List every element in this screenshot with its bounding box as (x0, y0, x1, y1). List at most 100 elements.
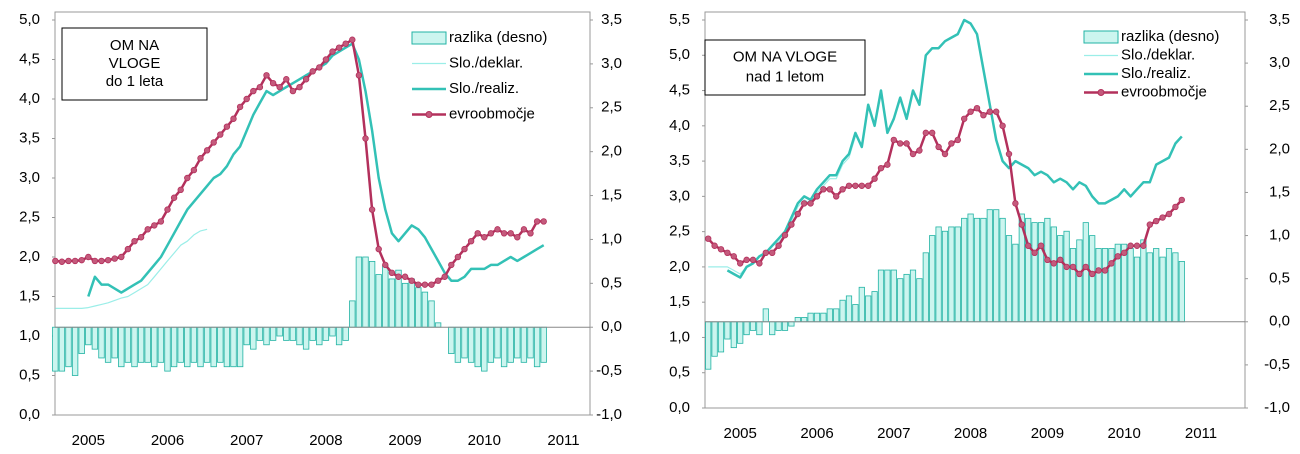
bar (481, 326, 488, 372)
bar (890, 269, 897, 323)
bar (302, 326, 310, 350)
bar (801, 317, 808, 323)
bar (474, 326, 481, 368)
bar (137, 326, 145, 363)
marker (236, 103, 244, 111)
bar (845, 295, 853, 323)
bar (355, 256, 363, 328)
marker (1108, 260, 1115, 267)
marker (401, 273, 409, 280)
bar (781, 321, 789, 331)
y-tick-label: 5,5 (669, 11, 690, 28)
marker (170, 194, 178, 201)
y2-tick-label: -0,5 (596, 362, 622, 379)
marker (395, 273, 402, 280)
marker (85, 253, 92, 261)
bar (833, 308, 840, 323)
marker (276, 83, 283, 91)
marker (203, 147, 211, 154)
bar (296, 326, 303, 346)
bar (1063, 230, 1070, 323)
marker (461, 245, 468, 253)
marker (137, 234, 145, 241)
title-box (61, 27, 208, 101)
marker (144, 226, 151, 233)
bar (769, 321, 776, 336)
marker (941, 150, 949, 158)
marker (441, 273, 448, 280)
marker (1095, 267, 1102, 274)
marker (269, 79, 277, 87)
x-tick-label: 2005 (724, 425, 757, 442)
marker (309, 68, 316, 75)
bar (743, 321, 750, 336)
y-tick-label: 2,5 (19, 208, 40, 225)
marker (1165, 210, 1173, 218)
marker (1159, 214, 1166, 221)
bar (65, 326, 72, 368)
marker (775, 242, 782, 249)
y-tick-label: 4,5 (669, 82, 690, 99)
bar (217, 326, 224, 363)
marker (1031, 249, 1038, 256)
marker (256, 83, 264, 91)
marker (1120, 249, 1128, 256)
marker (730, 253, 737, 260)
bar (1140, 239, 1147, 323)
bar (487, 326, 495, 363)
bar (540, 326, 547, 363)
marker (871, 175, 878, 182)
y2-tick-label: -0,5 (1264, 356, 1290, 373)
marker (230, 115, 237, 122)
bar (269, 326, 277, 341)
bar (999, 217, 1006, 323)
marker (507, 230, 514, 237)
marker (296, 83, 303, 91)
marker (481, 234, 488, 241)
y-tick-label: 1,5 (19, 287, 40, 304)
bar (986, 209, 993, 323)
bar (223, 326, 231, 368)
chart-title: OM NA VLOGE (733, 48, 837, 65)
bar (749, 321, 757, 331)
bar (111, 326, 118, 359)
marker (1012, 200, 1019, 207)
marker (794, 210, 801, 218)
marker (1082, 263, 1089, 271)
marker (382, 261, 389, 269)
bar (1095, 248, 1102, 323)
bar (1089, 235, 1096, 323)
bar (507, 326, 514, 363)
marker (717, 246, 725, 253)
marker (111, 255, 118, 262)
marker (78, 256, 85, 264)
marker (1037, 242, 1045, 249)
marker (355, 72, 363, 79)
marker (71, 257, 79, 265)
marker (890, 136, 897, 144)
marker (839, 186, 846, 193)
legend-label: evroobmočje (449, 105, 535, 122)
bar (461, 326, 468, 359)
bar (724, 321, 731, 340)
title-box (704, 39, 866, 96)
y2-tick-label: 3,0 (601, 55, 622, 72)
bar (967, 213, 974, 323)
marker (454, 253, 462, 261)
x-tick-label: 2009 (1031, 425, 1064, 442)
marker (487, 230, 495, 237)
marker (737, 260, 744, 267)
marker (500, 230, 508, 237)
marker (903, 140, 910, 147)
marker (243, 95, 250, 103)
marker (711, 242, 718, 249)
bar (71, 326, 79, 376)
marker (1152, 217, 1160, 225)
marker (999, 122, 1006, 130)
bar (884, 269, 891, 323)
x-tick-label: 2008 (309, 432, 342, 449)
y-tick-label: 2,5 (669, 223, 690, 240)
bar (190, 326, 198, 363)
marker (494, 226, 501, 233)
chart-title: OM NA (110, 37, 159, 54)
